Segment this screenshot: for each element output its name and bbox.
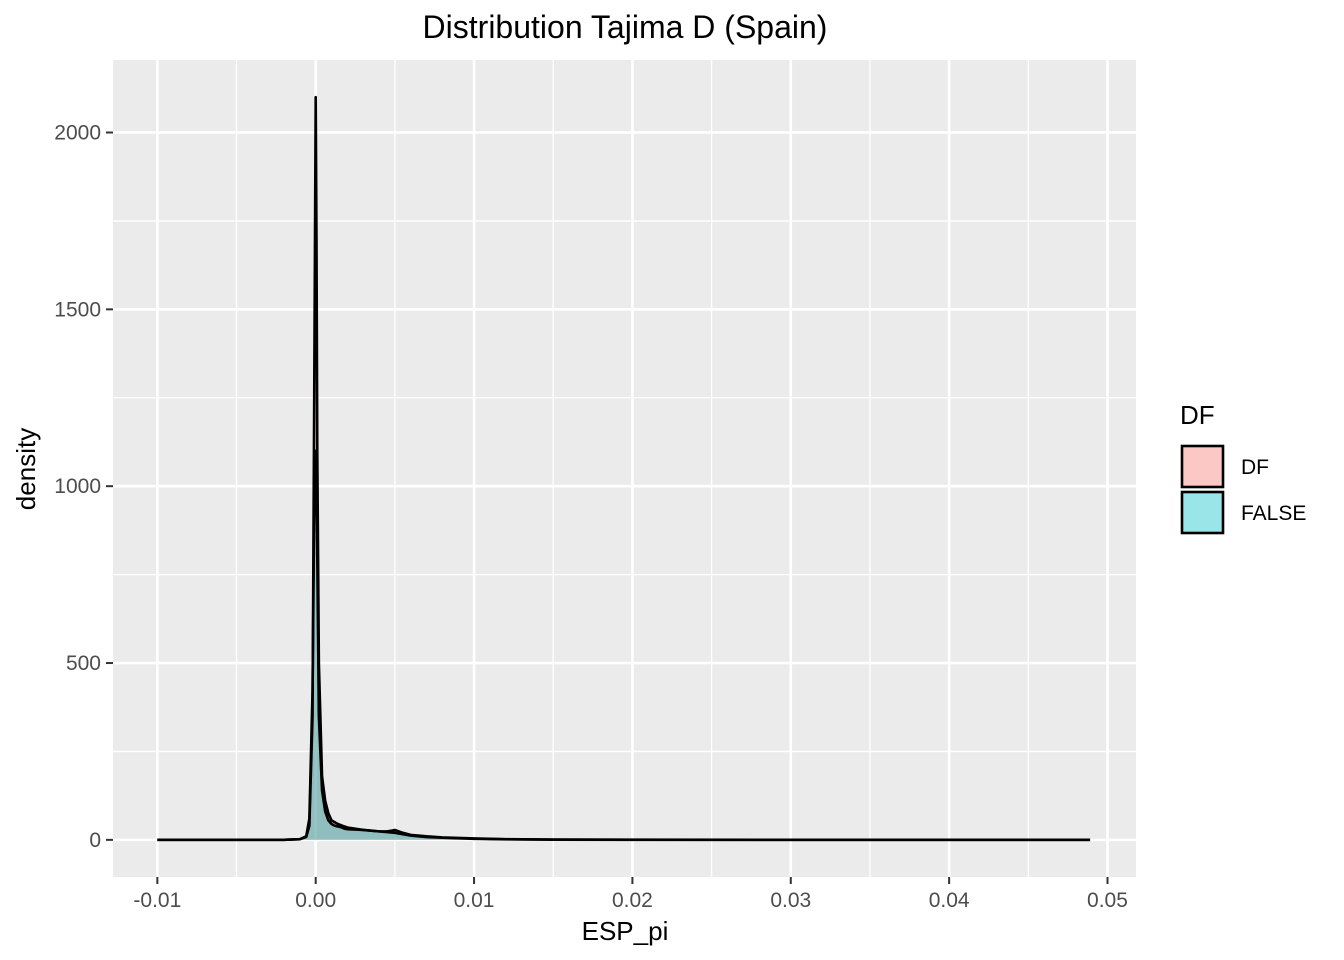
y-tick-label: 2000 [54, 122, 101, 145]
x-tick-label: 0.00 [295, 889, 336, 912]
x-tick-label: 0.03 [770, 889, 811, 912]
plot-panel [113, 60, 1136, 877]
legend-key-false [1181, 491, 1224, 534]
x-axis: -0.01 0.00 0.01 0.02 0.03 0.04 0.05 [133, 877, 1128, 912]
legend-key-df [1181, 445, 1224, 488]
legend-swatch-df [1180, 444, 1225, 489]
legend-label-df: DF [1241, 456, 1269, 479]
y-tick-label: 0 [89, 829, 101, 852]
legend-swatch-false [1180, 490, 1225, 535]
legend-title: DF [1180, 400, 1215, 430]
y-tick-label: 1500 [54, 298, 101, 321]
density-line-false [157, 449, 1091, 842]
x-tick-label: 0.02 [612, 889, 653, 912]
x-tick-label: -0.01 [133, 889, 181, 912]
x-tick-label: 0.04 [929, 889, 970, 912]
y-tick-label: 500 [66, 652, 101, 675]
x-tick-label: 0.05 [1087, 889, 1128, 912]
x-tick-label: 0.01 [454, 889, 495, 912]
legend: DF DF FALSE [1180, 400, 1306, 535]
chart-title: Distribution Tajima D (Spain) [423, 9, 828, 45]
y-tick-label: 1000 [54, 475, 101, 498]
x-axis-title: ESP_pi [582, 916, 669, 946]
y-axis: 0 500 1000 1500 2000 [54, 122, 113, 852]
minor-gridlines [113, 60, 1136, 877]
y-axis-title: density [11, 428, 41, 510]
density-curves [157, 95, 1091, 842]
legend-label-false: FALSE [1241, 502, 1306, 525]
